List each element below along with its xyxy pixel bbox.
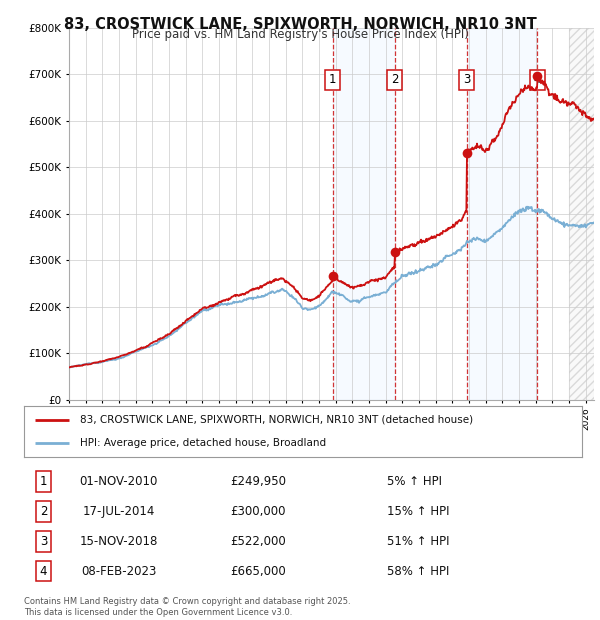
Text: 83, CROSTWICK LANE, SPIXWORTH, NORWICH, NR10 3NT: 83, CROSTWICK LANE, SPIXWORTH, NORWICH, … — [64, 17, 536, 32]
Text: 4: 4 — [40, 565, 47, 577]
Text: 4: 4 — [534, 74, 541, 86]
Text: 15-NOV-2018: 15-NOV-2018 — [80, 535, 158, 547]
Text: 01-NOV-2010: 01-NOV-2010 — [80, 476, 158, 488]
Bar — [569, 28, 594, 400]
Text: 1: 1 — [40, 476, 47, 488]
Text: 58% ↑ HPI: 58% ↑ HPI — [387, 565, 449, 577]
Text: 1: 1 — [329, 74, 337, 86]
Text: 08-FEB-2023: 08-FEB-2023 — [81, 565, 157, 577]
Text: 15% ↑ HPI: 15% ↑ HPI — [387, 505, 449, 518]
Text: Price paid vs. HM Land Registry's House Price Index (HPI): Price paid vs. HM Land Registry's House … — [131, 28, 469, 41]
Text: 3: 3 — [463, 74, 470, 86]
Text: 2: 2 — [391, 74, 398, 86]
Text: 51% ↑ HPI: 51% ↑ HPI — [387, 535, 449, 547]
Bar — [333, 28, 395, 400]
Text: 17-JUL-2014: 17-JUL-2014 — [83, 505, 155, 518]
Bar — [569, 28, 594, 400]
Text: 3: 3 — [40, 535, 47, 547]
Text: £300,000: £300,000 — [230, 505, 286, 518]
Text: HPI: Average price, detached house, Broadland: HPI: Average price, detached house, Broa… — [80, 438, 326, 448]
Text: 83, CROSTWICK LANE, SPIXWORTH, NORWICH, NR10 3NT (detached house): 83, CROSTWICK LANE, SPIXWORTH, NORWICH, … — [80, 415, 473, 425]
Text: 2: 2 — [40, 505, 47, 518]
Text: 5% ↑ HPI: 5% ↑ HPI — [387, 476, 442, 488]
Text: £665,000: £665,000 — [230, 565, 286, 577]
Bar — [467, 28, 538, 400]
Text: £249,950: £249,950 — [230, 476, 286, 488]
Text: Contains HM Land Registry data © Crown copyright and database right 2025.
This d: Contains HM Land Registry data © Crown c… — [24, 598, 350, 617]
Text: £522,000: £522,000 — [230, 535, 286, 547]
